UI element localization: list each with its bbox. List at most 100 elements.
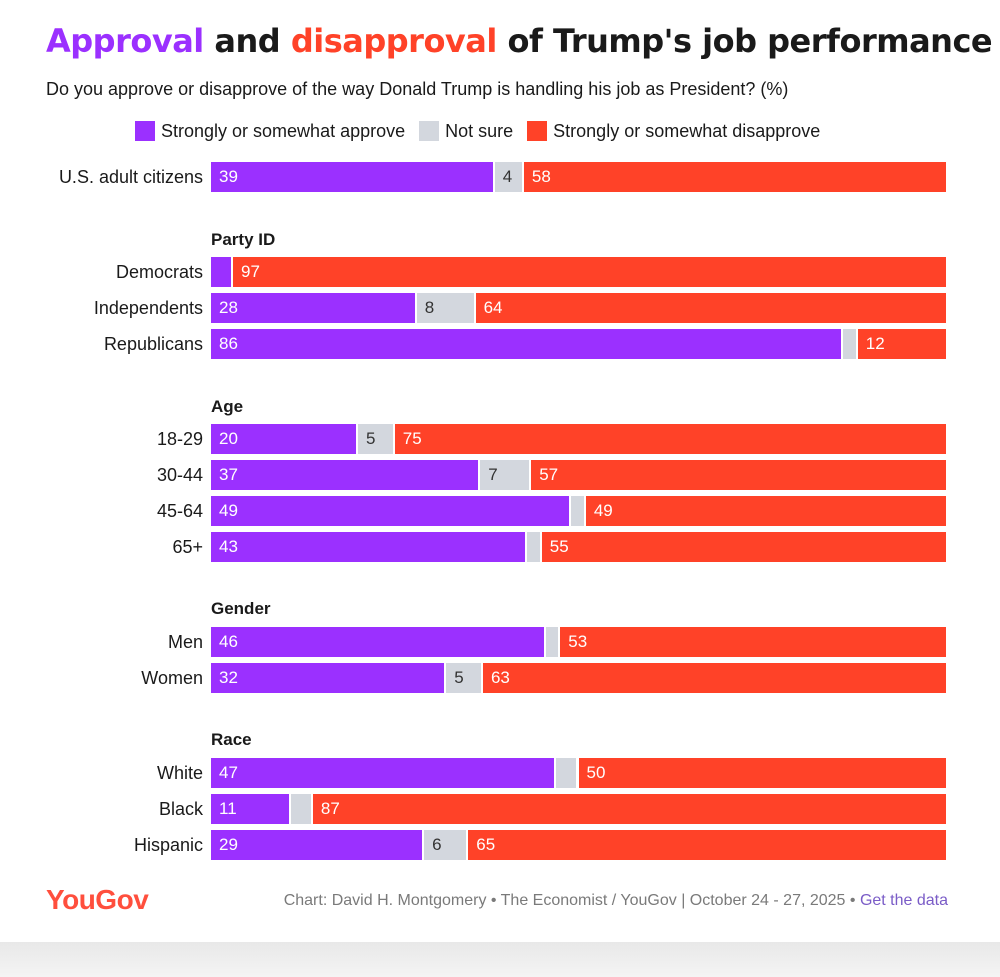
value-label-approve-white: 47 [219, 763, 238, 782]
group-heading-age: Age [211, 397, 244, 416]
bar-approve-women [211, 663, 445, 693]
yougov-logo: YouGov [46, 884, 149, 915]
value-label-notsure-u-s-adult-citizens: 4 [502, 167, 513, 186]
bar-disapprove-democrats [233, 257, 946, 287]
row-label-65: 65+ [172, 537, 203, 557]
bottom-divider [0, 942, 1000, 977]
bar-notsure-45-64 [571, 496, 584, 526]
legend-notsure: Not sure [419, 121, 513, 142]
footer-credit: Chart: David H. Montgomery • The Economi… [283, 892, 860, 909]
value-label-approve-u-s-adult-citizens: 39 [219, 167, 238, 186]
bar-notsure-men [545, 627, 559, 657]
row-label-30-44: 30-44 [156, 465, 203, 485]
row-label-white: White [156, 763, 203, 783]
value-label-disapprove-u-s-adult-citizens: 58 [531, 167, 551, 186]
value-label-approve-republicans: 86 [219, 334, 238, 353]
title-disapproval: disapproval [290, 22, 498, 60]
bar-approve-30-44 [211, 460, 479, 490]
bar-notsure-independents [416, 293, 474, 323]
value-label-approve-hispanic: 29 [219, 835, 238, 854]
chart-subtitle: Do you approve or disapprove of the way … [46, 79, 789, 99]
row-label-black: Black [158, 799, 203, 819]
value-label-approve-30-44: 37 [219, 465, 238, 484]
bar-approve-hispanic [211, 830, 423, 860]
bar-disapprove-hispanic [468, 830, 946, 860]
bar-notsure-18-29 [358, 424, 393, 454]
row-label-45-64: 45-64 [156, 501, 203, 521]
bar-notsure-hispanic [424, 830, 467, 860]
bar-approve-republicans [211, 329, 842, 359]
title-and: and [203, 22, 291, 60]
value-label-disapprove-independents: 64 [483, 298, 503, 317]
bar-disapprove-women [482, 663, 946, 693]
value-label-disapprove-republicans: 12 [865, 334, 885, 353]
row-label-men: Men [167, 632, 203, 652]
value-label-approve-independents: 28 [219, 298, 238, 317]
bar-approve-democrats [211, 257, 232, 287]
value-label-notsure-30-44: 7 [488, 465, 498, 484]
value-label-disapprove-hispanic: 65 [476, 835, 496, 854]
bar-approve-u-s-adult-citizens [211, 162, 493, 192]
bar-approve-black [211, 794, 290, 824]
bar-disapprove-18-29 [394, 424, 946, 454]
bar-disapprove-men [560, 627, 946, 657]
group-heading-race: Race [211, 730, 252, 749]
value-label-disapprove-democrats: 97 [241, 262, 260, 281]
bar-disapprove-black [312, 794, 946, 824]
value-label-notsure-independents: 8 [424, 298, 435, 317]
bar-notsure-republicans [843, 329, 856, 359]
bar-notsure-65 [527, 532, 540, 562]
bar-approve-65 [211, 532, 526, 562]
bar-notsure-black [291, 794, 311, 824]
bar-approve-white [211, 758, 555, 788]
legend-label-disapprove: Strongly or somewhat disapprove [553, 120, 821, 141]
bar-approve-18-29 [211, 424, 356, 454]
bar-disapprove-30-44 [531, 460, 946, 490]
value-label-notsure-women: 5 [454, 668, 464, 687]
value-label-notsure-hispanic: 6 [432, 835, 442, 854]
bar-disapprove-republicans [857, 329, 946, 359]
value-label-disapprove-men: 53 [568, 632, 588, 651]
bar-approve-men [211, 627, 544, 657]
legend-approve: Strongly or somewhat approve [135, 121, 405, 142]
value-label-disapprove-45-64: 49 [593, 501, 613, 520]
value-label-disapprove-women: 63 [490, 668, 510, 687]
bar-approve-independents [211, 293, 415, 323]
value-label-disapprove-18-29: 75 [402, 429, 422, 448]
title-approval: Approval [46, 22, 204, 60]
title-rest: of Trump's job performance [496, 22, 993, 60]
chart-title: Approval and disapproval of Trump's job … [46, 22, 993, 60]
row-label-hispanic: Hispanic [133, 835, 203, 855]
value-label-approve-18-29: 20 [219, 429, 238, 448]
bar-approve-45-64 [211, 496, 570, 526]
legend-swatch-notsure [419, 121, 440, 141]
legend-label-notsure: Not sure [445, 120, 514, 141]
bar-notsure-u-s-adult-citizens [494, 162, 522, 192]
row-label-democrats: Democrats [115, 262, 203, 282]
legend-label-approve: Strongly or somewhat approve [161, 120, 406, 141]
get-the-data-link[interactable]: Get the data [859, 892, 948, 909]
value-label-disapprove-65: 55 [549, 537, 569, 556]
bar-disapprove-independents [475, 293, 946, 323]
value-label-disapprove-white: 50 [586, 763, 606, 782]
group-heading-gender: Gender [211, 599, 271, 618]
chart-legend: Strongly or somewhat approve Not sure St… [135, 120, 834, 142]
row-label-independents: Independents [93, 298, 203, 318]
bar-disapprove-65 [541, 532, 946, 562]
value-label-approve-45-64: 49 [219, 501, 238, 520]
row-label-u-s-adult-citizens: U.S. adult citizens [58, 167, 203, 187]
legend-swatch-approve [135, 121, 155, 141]
value-label-disapprove-30-44: 57 [539, 465, 559, 484]
chart-footer: Chart: David H. Montgomery • The Economi… [284, 892, 948, 910]
bar-disapprove-45-64 [585, 496, 946, 526]
bar-notsure-30-44 [480, 460, 530, 490]
row-label-18-29: 18-29 [156, 429, 203, 449]
value-label-approve-65: 43 [219, 537, 238, 556]
bar-notsure-white [556, 758, 577, 788]
value-label-approve-black: 11 [219, 799, 237, 818]
row-label-republicans: Republicans [103, 334, 203, 354]
value-label-approve-men: 46 [219, 632, 238, 651]
bar-disapprove-white [578, 758, 946, 788]
group-heading-party-id: Party ID [211, 230, 276, 249]
row-label-women: Women [141, 668, 203, 688]
